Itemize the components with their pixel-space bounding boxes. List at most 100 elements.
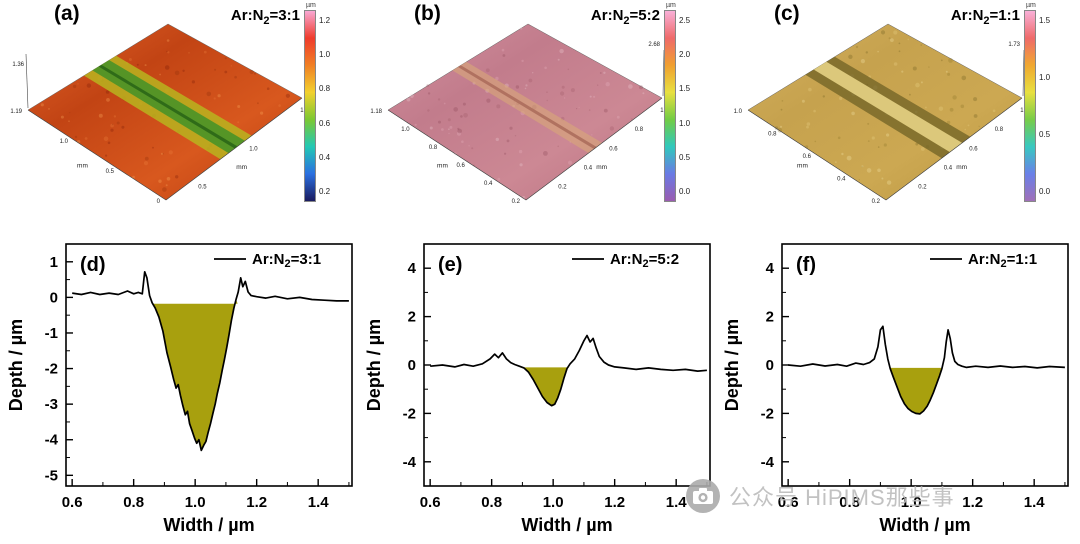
groove-fill-area [152,299,238,451]
y-tick-label: 1 [50,254,58,271]
legend-label: Ar:N2=5:2 [610,251,679,270]
surface-y-unit: mm [236,164,247,171]
watermark-text: 公众号 HiPIMS那些事 [729,485,955,510]
colorbar-tick-label: 0.5 [679,152,691,162]
plot-frame [781,243,1069,487]
colorbar-tick-label: 0.0 [1039,187,1051,196]
y-tick-label: -4 [403,454,417,471]
surface-x-unit: mm [797,163,808,170]
surface-y-tick: 1.0 [249,146,258,152]
colorbar-tick-label: 0.0 [679,186,691,196]
x-tick-label: 1.4 [666,494,688,511]
surface-row: (a) Ar:N2=3:1 1.191.00.50mm0.51.01.15mm1… [0,0,1080,232]
wear-track-stripe [813,61,963,153]
y-tick-label: -1 [45,325,58,342]
x-tick-label: 0.6 [778,494,799,511]
y-tick-label: 2 [766,309,774,326]
x-tick-label: 0.8 [123,494,144,511]
surface-x-tick: 0.6 [456,163,465,169]
colorbar-unit: µm [1026,2,1036,9]
colorbar-tick-label: 0.5 [1039,130,1051,139]
surface-y-tick: 0.2 [918,185,927,191]
surface-x-tick: 0.5 [106,169,115,175]
surface-y-tick: 1.0 [1020,108,1026,114]
colorbar-tick-label: 0.2 [319,186,331,196]
afm-3d-surface-b: 1.18 1.0 0.8 0.6 0.4 0.2 mm 0.2 0.4 0.6 0.8 1.0 mm 2.… [370,23,666,205]
colorbar-b: µm 2.5 2.0 1.5 1.0 0.5 0.0 [664,2,708,202]
profile-curve [430,334,707,407]
surface-x-tick: 1.0 [734,109,743,115]
surface-panel-b: (b) Ar:N2=5:2 1.18 1.0 0.8 0.6 0.4 0.2 mm 0.2 0.… [360,0,720,232]
x-tick-label: 1.0 [543,494,564,511]
panel-label-c: (c) [774,2,800,25]
surface-y-tick: 0.8 [995,127,1004,133]
colorbar-tick-label: 0.8 [319,84,331,94]
camera-icon [686,479,720,513]
colorbar-unit: µm [306,2,316,9]
surface-y-tick: 0.8 [635,127,644,133]
plot-frame [65,243,353,487]
x-tick-label: 1.2 [246,494,267,511]
surface-x-tick: 0.4 [837,177,846,183]
x-tick-label: 1.0 [901,494,922,511]
legend-label: Ar:N2=1:1 [968,251,1037,270]
surface-y-tick: 0.4 [584,166,593,172]
depth-profile-chart-f: 0.6 0.8 1.0 1.2 1.4 4 2 0 -2 -4 Width / µm Depth / … [722,236,1074,540]
x-axis-title: Width / µm [879,515,970,535]
panel-letter: (d) [80,254,106,276]
colorbar-tick-label: 0.6 [319,118,331,128]
wear-track-stripe [458,65,597,149]
colorbar-tick-label: 0.4 [319,152,331,162]
colorbar-tick-label: 1.5 [1039,16,1051,25]
y-tick-label: 0 [408,357,416,374]
colorbar-ticks: 1.2 1.0 0.8 0.6 0.4 0.2 [319,16,330,196]
panel-label-b: (b) [414,2,441,25]
y-axis-title: Depth / µm [364,319,384,411]
depth-profile-chart-e: 0.6 0.8 1.0 1.2 1.4 4 2 0 -2 -4 Width / µm Depth / … [364,236,716,540]
surface-y-tick: 1.15 [300,108,306,114]
surface-z-label: 1.36 [12,62,24,68]
legend-label: Ar:N2=3:1 [252,251,321,270]
y-tick-label: -2 [45,361,58,378]
panel-letter: (e) [438,254,462,276]
profile-curve [72,270,349,452]
surface-z-label: 2.68 [648,42,660,48]
y-axis-title: Depth / µm [6,319,26,411]
surface-y-tick: 0.5 [198,185,207,191]
y-tick-label: -4 [45,432,59,449]
surface-x-tick: 1.0 [401,127,410,133]
colorbar-tick-label: 1.2 [319,16,331,25]
colorbar-tick-label: 1.0 [1039,73,1051,82]
surface-x-tick: 0.2 [872,199,881,205]
afm-3d-surface-c: 1.0 0.8 0.6 0.4 0.2 mm 0.2 0.4 0.6 0.8 1.0 mm 1.73 [734,23,1026,205]
surface-y-tick: 0.6 [609,146,618,152]
colorbar-tick-label: 2.5 [679,16,691,25]
surface-x-tick: 1.19 [10,109,22,115]
x-tick-label: 0.8 [839,494,860,511]
surface-z-label: 1.73 [1008,42,1020,48]
surface-y-tick: 0.2 [558,185,567,191]
wear-track-stripe [98,64,238,149]
gas-ratio-label-a: Ar:N2=3:1 [230,7,300,27]
surface-x-unit: mm [77,163,88,170]
surface-y-tick: 0.4 [944,166,953,172]
colorbar-tick-label: 1.5 [679,84,691,94]
surface-y-unit: mm [596,164,607,171]
colorbar-tick-label: 1.0 [319,50,331,60]
gas-ratio-label-c: Ar:N2=1:1 [950,7,1020,27]
colorbar-c: µm 1.5 1.0 0.5 0.0 [1024,2,1068,202]
colorbar-unit: µm [666,2,676,9]
y-tick-label: 0 [50,289,58,306]
y-tick-label: -5 [45,467,58,484]
panel-letter: (f) [796,254,816,276]
surface-y-tick: 0.6 [969,146,978,152]
colorbar-tick-label: 2.0 [679,50,691,60]
surface-x-tick: 1.18 [370,109,382,115]
surface-x-tick: 1.0 [60,139,69,145]
y-tick-label: -4 [761,454,775,471]
y-axis-title: Depth / µm [722,319,742,411]
y-tick-label: 2 [408,309,416,326]
x-axis-title: Width / µm [163,515,254,535]
x-tick-label: 0.6 [62,494,83,511]
x-tick-label: 1.2 [604,494,625,511]
